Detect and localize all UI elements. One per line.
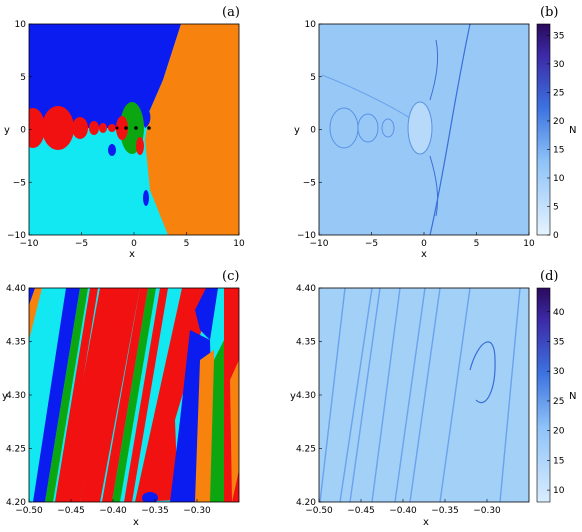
panel-a: −10 −5 0 5 10 −10 −5 0 5 10 (a) x y: [4, 5, 245, 260]
panel-b-ylabel: y: [294, 125, 300, 136]
colorbar-tick-label: 30: [553, 60, 565, 70]
x-tick-label: −5: [365, 239, 378, 249]
colorbar-tick-label: 20: [553, 117, 565, 127]
x-tick-label: 5: [184, 239, 190, 249]
y-tick-label: 4.25: [296, 445, 316, 455]
colorbar-tick-label: 25: [553, 88, 564, 98]
colorbar-tick-label: 15: [553, 456, 564, 466]
panel-c-xlabel: x: [133, 517, 139, 528]
panel-c-ylabel: y: [2, 391, 8, 402]
panel-d: −0.50 −0.45 −0.40 −0.35 −0.30 4.20 4.25 4.30 4.3…: [290, 269, 576, 528]
colorbar-tick-label: 35: [553, 338, 564, 348]
x-tick-label: −0.40: [389, 506, 417, 516]
x-tick-label: 10: [233, 239, 245, 249]
colorbar-tick-label: 10: [553, 486, 565, 496]
y-tick-label: 4.35: [6, 338, 26, 348]
colorbar-tick-label: 0: [553, 231, 559, 241]
y-tick-label: −10: [7, 231, 26, 241]
x-tick-label: −0.35: [141, 506, 169, 516]
y-tick-label: 5: [310, 73, 316, 83]
colorbar-tick-label: 20: [553, 427, 565, 437]
y-tick-label: 5: [20, 73, 26, 83]
panel-a-xlabel: x: [129, 249, 135, 260]
x-tick-label: −10: [20, 239, 39, 249]
colorbar-tick-label: 15: [553, 145, 564, 155]
panel-c-axes: −0.50 −0.45 −0.40 −0.35 −0.30 4.20 4.25 4.30 4.3…: [6, 284, 211, 516]
x-tick-label: −0.45: [57, 506, 85, 516]
y-tick-label: 0: [310, 126, 316, 136]
y-tick-label: 0: [20, 126, 26, 136]
y-tick-label: 4.20: [296, 498, 316, 508]
panel-d-xlabel: x: [423, 517, 429, 528]
x-tick-label: −0.50: [15, 506, 43, 516]
x-tick-label: −0.30: [183, 506, 211, 516]
y-tick-label: 10: [15, 20, 27, 30]
panel-b-axes: −10 −5 0 5 10 −10 −5 0 5 10: [297, 20, 535, 249]
panel-b-heatmap: [319, 24, 529, 235]
y-tick-label: 4.25: [6, 445, 26, 455]
panel-a-label: (a): [222, 5, 240, 20]
panel-a-axes: −10 −5 0 5 10 −10 −5 0 5 10: [7, 20, 245, 249]
x-tick-label: −0.50: [305, 506, 333, 516]
panel-b-xlabel: x: [421, 249, 427, 260]
y-tick-label: 10: [305, 20, 317, 30]
colorbar-tick-label: 30: [553, 367, 565, 377]
panel-d-ylabel: y: [290, 391, 296, 402]
x-tick-label: −0.30: [473, 506, 501, 516]
x-tick-label: −0.35: [431, 506, 459, 516]
y-tick-label: 4.35: [296, 338, 316, 348]
x-tick-label: 10: [523, 239, 535, 249]
x-tick-label: −0.40: [99, 506, 127, 516]
x-tick-label: 0: [421, 239, 427, 249]
panel-b-colorbar: [536, 23, 551, 236]
panel-d-colorbar-label: N: [569, 391, 576, 402]
x-tick-label: −10: [310, 239, 329, 249]
panel-c-heatmap: [29, 288, 239, 502]
x-tick-label: 0: [131, 239, 137, 249]
y-tick-label: −10: [297, 231, 316, 241]
panel-b-colorbar-ticks: 0 5 10 15 20 25 30 35: [547, 31, 565, 241]
panel-a-heatmap: [29, 24, 239, 235]
y-tick-label: 4.40: [296, 284, 316, 294]
colorbar-tick-label: 25: [553, 397, 564, 407]
panel-b-colorbar-label: N: [569, 125, 576, 136]
panel-d-axes: −0.50 −0.45 −0.40 −0.35 −0.30 4.20 4.25 4.30 4.3…: [296, 284, 501, 516]
panel-d-heatmap: [319, 288, 529, 502]
x-tick-label: −0.45: [347, 506, 375, 516]
panel-a-ylabel: y: [4, 125, 10, 136]
y-tick-label: −5: [303, 178, 316, 188]
panel-c-label: (c): [222, 269, 239, 284]
colorbar-tick-label: 10: [553, 174, 565, 184]
colorbar-tick-label: 35: [553, 31, 564, 41]
x-tick-label: −5: [75, 239, 88, 249]
panel-b-label: (b): [540, 5, 558, 20]
x-tick-label: 5: [474, 239, 480, 249]
panel-c: −0.50 −0.45 −0.40 −0.35 −0.30 4.20 4.25 4.30 4.3…: [2, 269, 239, 528]
panel-d-label: (d): [540, 269, 558, 284]
y-tick-label: −5: [13, 178, 26, 188]
colorbar-tick-label: 40: [553, 308, 565, 318]
panel-d-colorbar-ticks: 10 15 20 25 30 35 40: [547, 308, 565, 496]
y-tick-label: 4.30: [296, 391, 316, 401]
y-tick-label: 4.30: [6, 391, 26, 401]
y-tick-label: 4.20: [6, 498, 26, 508]
y-tick-label: 4.40: [6, 284, 26, 294]
colorbar-tick-label: 5: [553, 202, 559, 212]
panel-d-colorbar: [536, 287, 551, 503]
